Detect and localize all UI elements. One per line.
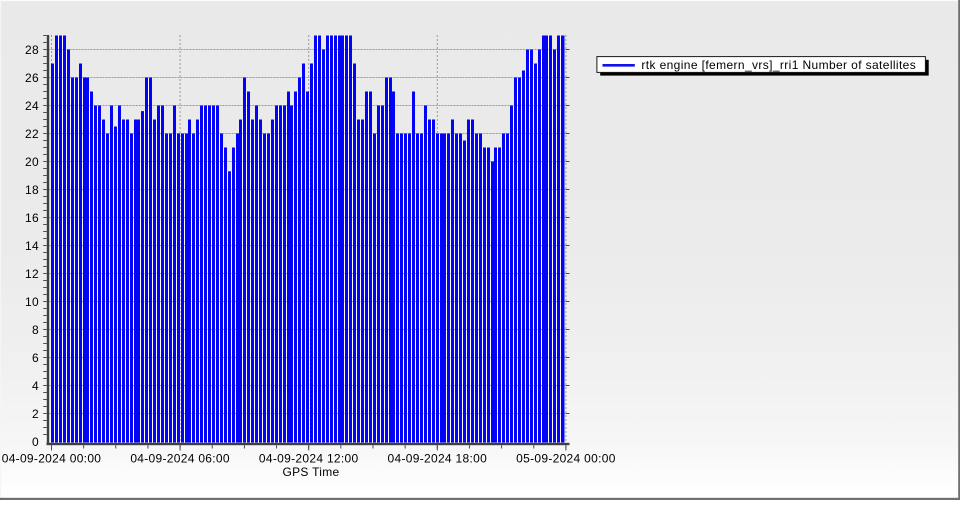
svg-text:05-09-2024 00:00: 05-09-2024 00:00 xyxy=(516,452,616,466)
svg-text:04-09-2024 12:00: 04-09-2024 12:00 xyxy=(259,452,359,466)
svg-text:04-09-2024 18:00: 04-09-2024 18:00 xyxy=(388,452,488,466)
svg-text:22: 22 xyxy=(25,127,39,141)
svg-text:20: 20 xyxy=(25,155,39,169)
svg-text:24: 24 xyxy=(25,99,39,113)
svg-text:10: 10 xyxy=(25,295,39,309)
svg-text:2: 2 xyxy=(32,407,39,421)
svg-text:18: 18 xyxy=(25,183,39,197)
svg-text:rtk engine [femern_vrs]_rri1 N: rtk engine [femern_vrs]_rri1 Number of s… xyxy=(641,58,916,72)
svg-text:26: 26 xyxy=(25,71,39,85)
svg-text:04-09-2024 00:00: 04-09-2024 00:00 xyxy=(2,452,102,466)
svg-text:6: 6 xyxy=(32,351,39,365)
svg-text:04-09-2024 06:00: 04-09-2024 06:00 xyxy=(130,452,230,466)
svg-text:28: 28 xyxy=(25,43,39,57)
svg-text:GPS Time: GPS Time xyxy=(282,465,339,479)
svg-text:4: 4 xyxy=(32,379,39,393)
svg-text:12: 12 xyxy=(25,267,39,281)
svg-text:8: 8 xyxy=(32,323,39,337)
svg-text:16: 16 xyxy=(25,211,39,225)
svg-text:14: 14 xyxy=(25,239,39,253)
svg-text:0: 0 xyxy=(32,435,39,449)
